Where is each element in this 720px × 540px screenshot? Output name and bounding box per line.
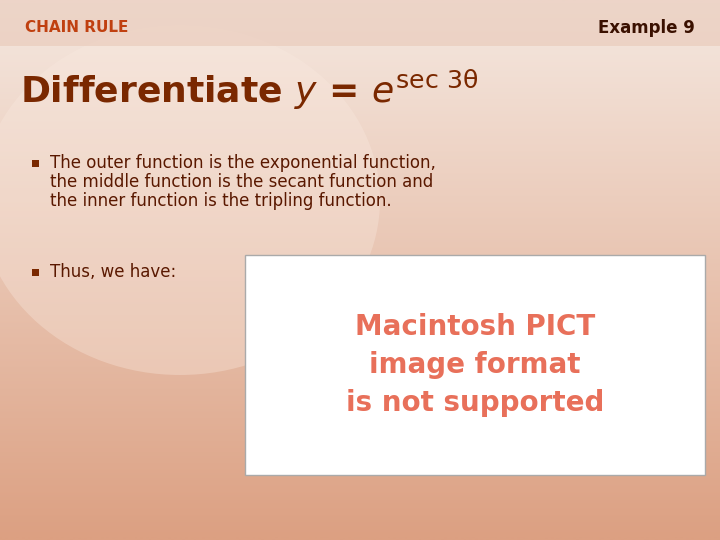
Bar [0,0,720,46]
Text: The outer function is the exponential function,: The outer function is the exponential fu… [50,154,436,172]
Text: CHAIN RULE: CHAIN RULE [25,21,128,36]
Bar [32,268,38,275]
Bar [32,159,38,166]
Text: Example 9: Example 9 [598,19,695,37]
Ellipse shape [0,25,380,375]
Text: Differentiate $y$ = $e^{\mathsf{sec\ 3\theta}}$: Differentiate $y$ = $e^{\mathsf{sec\ 3\t… [20,68,478,112]
Text: the middle function is the secant function and: the middle function is the secant functi… [50,173,433,191]
Text: image format: image format [369,351,581,379]
Bar [245,255,705,475]
Text: the inner function is the tripling function.: the inner function is the tripling funct… [50,192,392,210]
Text: Thus, we have:: Thus, we have: [50,263,176,281]
Text: Macintosh PICT: Macintosh PICT [355,313,595,341]
Text: is not supported: is not supported [346,389,604,417]
